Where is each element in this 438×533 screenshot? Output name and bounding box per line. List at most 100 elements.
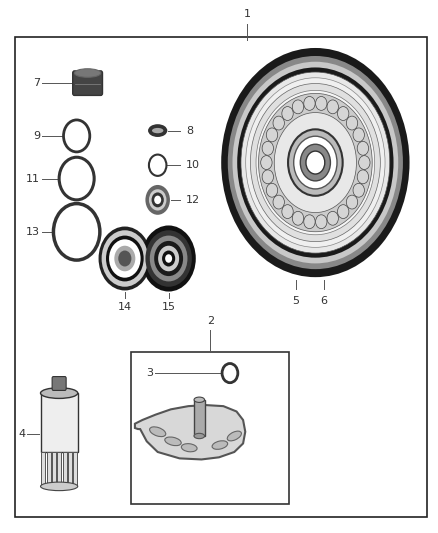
- Circle shape: [59, 157, 94, 200]
- Circle shape: [228, 56, 403, 269]
- Text: 2: 2: [207, 316, 214, 326]
- Text: 15: 15: [162, 302, 176, 312]
- Bar: [194, 400, 205, 436]
- Ellipse shape: [150, 427, 166, 437]
- Circle shape: [162, 251, 175, 266]
- Circle shape: [315, 215, 327, 229]
- Circle shape: [141, 225, 196, 292]
- Circle shape: [152, 192, 164, 207]
- Circle shape: [154, 196, 161, 204]
- Circle shape: [327, 100, 339, 114]
- Ellipse shape: [194, 433, 205, 439]
- Circle shape: [357, 170, 369, 184]
- Circle shape: [241, 72, 390, 253]
- Ellipse shape: [40, 388, 78, 399]
- Circle shape: [262, 170, 273, 184]
- Text: 14: 14: [118, 302, 132, 312]
- Circle shape: [304, 215, 315, 229]
- Circle shape: [304, 96, 315, 110]
- Circle shape: [327, 212, 339, 225]
- Ellipse shape: [212, 441, 228, 449]
- Circle shape: [261, 156, 272, 169]
- Circle shape: [251, 84, 380, 241]
- Circle shape: [282, 107, 293, 120]
- Circle shape: [233, 62, 398, 263]
- Circle shape: [102, 230, 148, 287]
- Circle shape: [221, 48, 410, 277]
- Circle shape: [109, 239, 141, 278]
- Bar: [52, 452, 56, 486]
- Text: 1: 1: [244, 9, 251, 19]
- Text: 12: 12: [186, 195, 200, 205]
- Circle shape: [114, 246, 135, 271]
- FancyBboxPatch shape: [52, 376, 66, 390]
- FancyBboxPatch shape: [73, 71, 102, 95]
- Circle shape: [262, 141, 273, 155]
- Ellipse shape: [152, 128, 163, 133]
- Circle shape: [158, 246, 179, 271]
- Circle shape: [154, 241, 183, 276]
- Circle shape: [315, 96, 327, 110]
- Circle shape: [282, 205, 293, 219]
- Circle shape: [237, 68, 393, 257]
- Ellipse shape: [194, 397, 205, 402]
- Text: 9: 9: [33, 131, 40, 141]
- Circle shape: [149, 155, 166, 176]
- Circle shape: [274, 112, 357, 213]
- Text: 5: 5: [292, 296, 299, 306]
- Text: 13: 13: [26, 227, 40, 237]
- Circle shape: [145, 230, 192, 287]
- Circle shape: [338, 205, 349, 219]
- Circle shape: [145, 185, 170, 215]
- Circle shape: [53, 204, 100, 260]
- Text: 10: 10: [186, 160, 200, 170]
- Bar: [73, 452, 77, 486]
- Text: 4: 4: [18, 430, 25, 439]
- Text: 6: 6: [321, 296, 328, 306]
- Circle shape: [222, 364, 238, 383]
- Circle shape: [258, 93, 372, 232]
- Polygon shape: [135, 405, 245, 459]
- Circle shape: [353, 183, 364, 197]
- Circle shape: [256, 91, 374, 235]
- Ellipse shape: [40, 482, 78, 490]
- Circle shape: [292, 212, 304, 225]
- Ellipse shape: [74, 69, 101, 77]
- Bar: [57, 452, 61, 486]
- Bar: [63, 452, 67, 486]
- Circle shape: [306, 151, 325, 174]
- Text: 3: 3: [146, 368, 153, 378]
- Circle shape: [118, 251, 131, 266]
- Circle shape: [246, 78, 385, 247]
- Circle shape: [99, 227, 151, 290]
- Ellipse shape: [148, 124, 167, 137]
- Ellipse shape: [181, 443, 197, 452]
- Circle shape: [273, 116, 284, 130]
- Circle shape: [353, 128, 364, 142]
- Ellipse shape: [165, 437, 181, 446]
- Circle shape: [273, 195, 284, 209]
- Circle shape: [64, 120, 90, 152]
- Circle shape: [266, 128, 278, 142]
- Circle shape: [346, 116, 358, 130]
- Text: 8: 8: [186, 126, 193, 135]
- Circle shape: [165, 254, 172, 263]
- Circle shape: [150, 236, 187, 281]
- Circle shape: [294, 136, 337, 189]
- Circle shape: [346, 195, 358, 209]
- Circle shape: [338, 107, 349, 120]
- Circle shape: [359, 156, 370, 169]
- Circle shape: [288, 130, 343, 196]
- Bar: [131, 352, 289, 504]
- Ellipse shape: [227, 431, 241, 441]
- Circle shape: [106, 236, 144, 281]
- Circle shape: [300, 144, 330, 181]
- Circle shape: [266, 183, 278, 197]
- Text: 11: 11: [26, 174, 40, 183]
- Circle shape: [292, 100, 304, 114]
- Bar: [68, 452, 72, 486]
- Circle shape: [149, 189, 166, 211]
- Text: 7: 7: [33, 78, 40, 87]
- Bar: [40, 393, 78, 452]
- Bar: [47, 452, 51, 486]
